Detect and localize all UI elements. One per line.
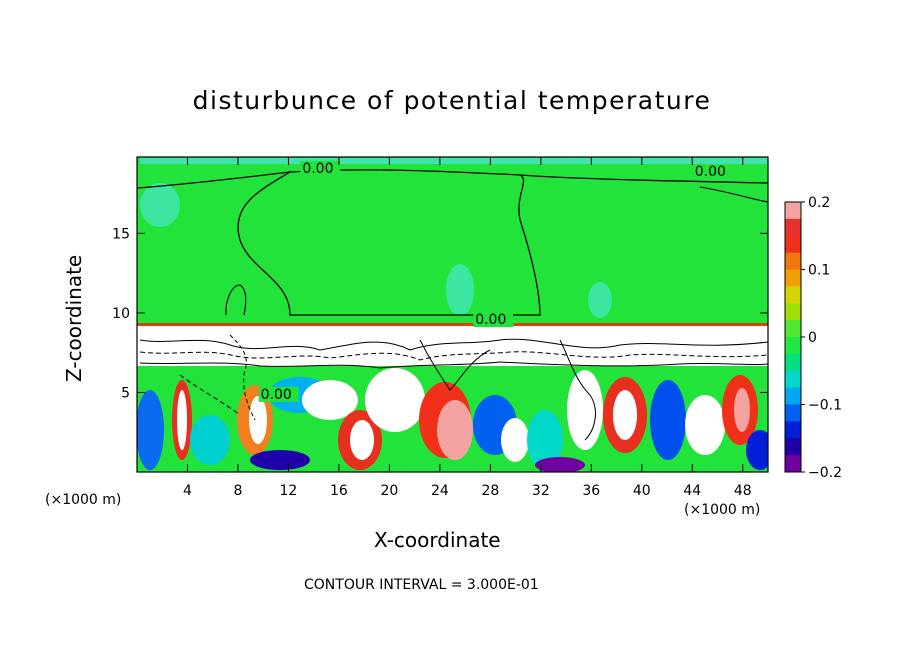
x-tick-label: 20	[380, 483, 398, 499]
plot-frame	[136, 156, 769, 473]
y-axis-label: Z-coordinate	[62, 254, 86, 382]
x-tick-label: 8	[233, 483, 242, 499]
contour-label: 0.00	[261, 387, 292, 403]
colorbar-cell	[785, 370, 801, 389]
colorbar-cell	[785, 202, 801, 220]
y-unit-label: (×1000 m)	[45, 492, 122, 508]
upper-cyan-patch	[140, 183, 180, 227]
plot-area	[137, 157, 768, 472]
contour-interval-text: CONTOUR INTERVAL = 3.000E-01	[304, 577, 539, 593]
x-tick-label: 36	[582, 483, 600, 499]
x-axis-ticks: 4 8 12 16 20 24 28 32 36 40 44 48	[183, 157, 752, 499]
colorbar-tick-label: 0.2	[808, 195, 830, 211]
interface-orange-line	[137, 323, 768, 326]
colorbar-cell	[785, 286, 801, 304]
upper-cyan-patch	[446, 264, 474, 316]
colorbar-cell	[785, 404, 801, 422]
colorbar-cell	[785, 353, 801, 372]
x-tick-label: 4	[183, 483, 192, 499]
colorbar-cell	[785, 235, 801, 254]
x-tick-label: 16	[330, 483, 348, 499]
colorbar: 0.2 0.1 0 −0.1 −0.2	[784, 195, 842, 481]
upper-cyan-strip	[140, 158, 768, 164]
contour-label: 0.00	[302, 161, 333, 177]
x-tick-label: 48	[734, 483, 752, 499]
x-axis-label: X-coordinate	[374, 528, 501, 552]
colorbar-tick-label: −0.2	[808, 465, 842, 481]
y-tick-label: 10	[112, 306, 130, 322]
contour-label: 0.00	[695, 164, 726, 180]
contour-label-bg	[300, 160, 341, 176]
zero-contour-upper-blob	[225, 284, 247, 316]
colorbar-cell	[785, 303, 801, 321]
colorbar-cell	[785, 269, 801, 287]
colorbar-tick-label: 0.1	[808, 263, 830, 279]
colorbar-cell	[785, 252, 801, 270]
contour-labels: 0.00 0.00 0.00 0.00	[258, 160, 733, 403]
colorbar-cell	[785, 218, 801, 237]
zero-contour-upper-right	[699, 186, 768, 203]
y-axis-ticks: 5 10 15	[112, 226, 768, 401]
colorbar-cell	[785, 421, 801, 439]
lower-turbulence	[137, 366, 768, 472]
zero-contour-upper-loop	[237, 171, 541, 316]
interface-white-band	[137, 326, 768, 366]
x-tick-label: 24	[431, 483, 449, 499]
zero-contour-upper	[137, 169, 768, 189]
x-tick-label: 12	[280, 483, 298, 499]
x-tick-label: 40	[633, 483, 651, 499]
x-tick-label: 44	[683, 483, 701, 499]
y-tick-label: 15	[112, 226, 130, 242]
colorbar-tick-label: 0	[808, 330, 817, 346]
colorbar-tick-label: −0.1	[808, 398, 842, 414]
colorbar-cell	[785, 387, 801, 405]
colorbar-cell	[785, 337, 801, 355]
contour-label-bg	[692, 164, 733, 180]
y-tick-label: 5	[121, 385, 130, 401]
contour-label-bg	[473, 312, 514, 328]
colorbar-cell	[785, 438, 801, 456]
contour-label: 0.00	[475, 312, 506, 328]
x-tick-label: 32	[532, 483, 550, 499]
contour-label-bg	[258, 386, 299, 402]
interface-contours	[139, 334, 768, 441]
colorbar-cell	[785, 320, 801, 338]
colorbar-cell	[785, 455, 801, 473]
x-unit-label: (×1000 m)	[684, 502, 761, 518]
x-tick-label: 28	[481, 483, 499, 499]
upper-cyan-patch	[588, 282, 612, 318]
chart-title: disturbunce of potential temperature	[192, 86, 712, 115]
